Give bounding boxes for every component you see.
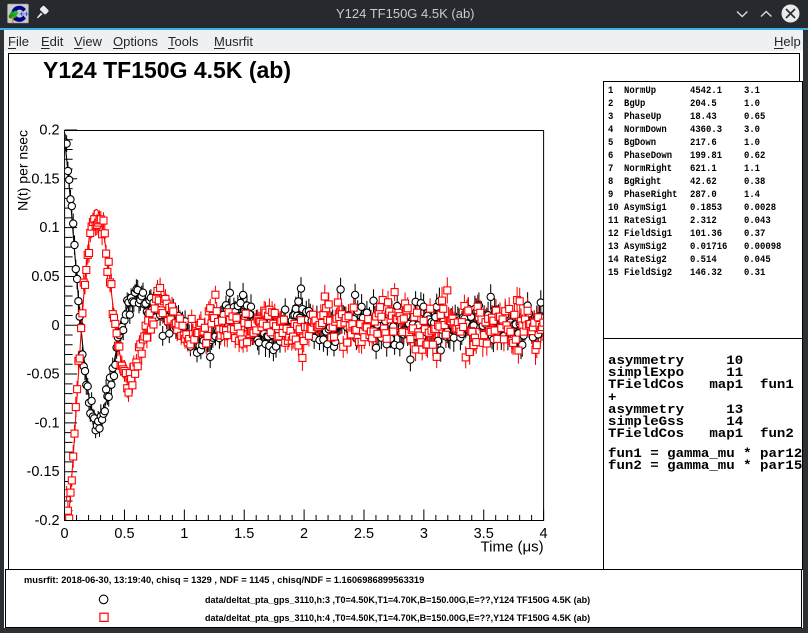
svg-text:0.2: 0.2: [39, 123, 59, 139]
svg-text:0: 0: [52, 318, 60, 334]
svg-text:3.5: 3.5: [474, 526, 494, 542]
svg-text:++: ++: [19, 10, 29, 19]
svg-text:0.5: 0.5: [114, 526, 134, 542]
svg-text:-0.1: -0.1: [35, 415, 60, 431]
svg-text:-0.05: -0.05: [27, 367, 60, 383]
svg-text:0.1: 0.1: [39, 220, 59, 236]
svg-text:0: 0: [61, 526, 69, 542]
svg-text:3: 3: [420, 526, 428, 542]
svg-text:4: 4: [540, 526, 548, 542]
svg-text:0.15: 0.15: [31, 171, 59, 187]
svg-text:2: 2: [300, 526, 308, 542]
svg-text:1: 1: [180, 526, 188, 542]
svg-text:1.5: 1.5: [234, 526, 254, 542]
svg-text:N(t) per nsec: N(t) per nsec: [15, 130, 31, 211]
svg-text:-0.15: -0.15: [27, 464, 60, 480]
svg-text:-0.2: -0.2: [35, 513, 60, 529]
svg-text:Time (μs): Time (μs): [481, 539, 544, 556]
svg-text:2.5: 2.5: [354, 526, 374, 542]
svg-text:0.05: 0.05: [31, 269, 59, 285]
